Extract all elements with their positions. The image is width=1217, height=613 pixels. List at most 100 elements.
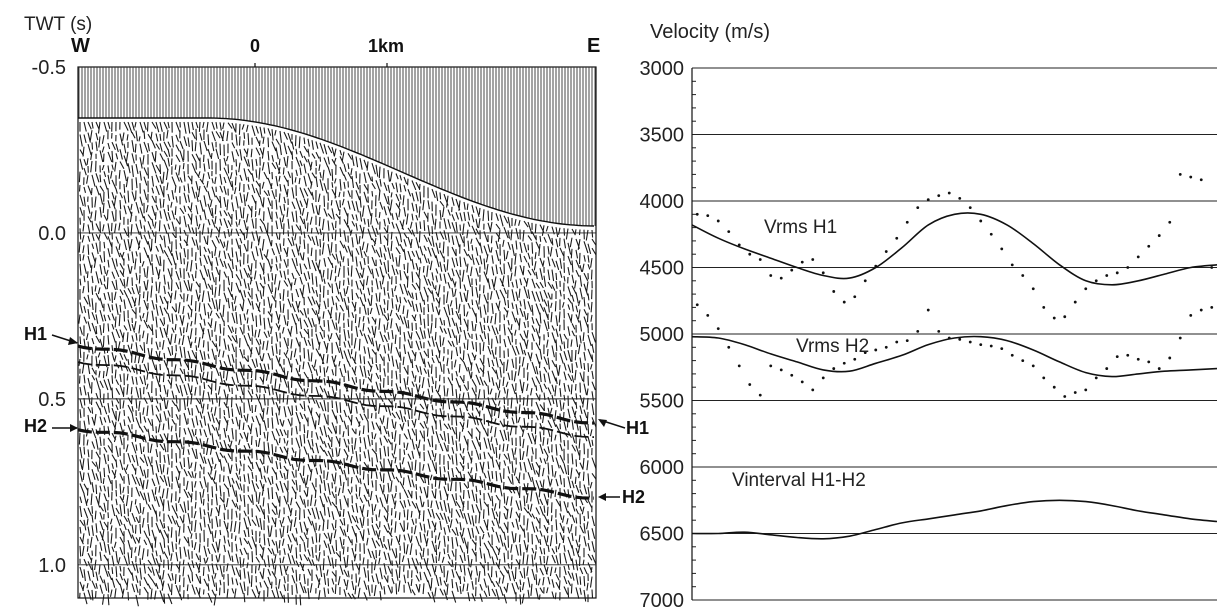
velocity-pick-point [727, 346, 730, 349]
velocity-pick-point [958, 197, 961, 200]
velocity-pick-point [1126, 354, 1129, 357]
velocity-pick-point [1200, 178, 1203, 181]
velocity-pick-point [885, 346, 888, 349]
velocity-pick-point [1000, 347, 1003, 350]
velocity-tick-label: 6500 [640, 524, 685, 546]
velocity-pick-point [780, 369, 783, 372]
velocity-pick-point [916, 206, 919, 209]
velocity-pick-point [696, 213, 699, 216]
velocity-pick-point [990, 345, 993, 348]
velocity-gridlines [692, 68, 1217, 600]
velocity-pick-point [1116, 271, 1119, 274]
velocity-tick-label: 3000 [640, 58, 685, 80]
velocity-pick-point [1095, 376, 1098, 379]
east-label: E [587, 35, 600, 57]
velocity-pick-point [1074, 391, 1077, 394]
velocity-pick-point [874, 349, 877, 352]
velocity-tick-label: 4000 [640, 191, 685, 213]
velocity-pick-point [790, 374, 793, 377]
velocity-pick-point [895, 341, 898, 344]
velocity-pick-point [790, 269, 793, 272]
twt-tick-label: 0.5 [38, 389, 66, 411]
velocity-pick-point [769, 365, 772, 368]
horizon-markers-left: H1 H2 [24, 324, 78, 436]
series-label-vrms-h2: Vrms H2 [796, 336, 869, 357]
velocity-pick-point [1021, 274, 1024, 277]
velocity-pick-point [853, 358, 856, 361]
velocity-pick-point [822, 271, 825, 274]
series-label-vrms-h1: Vrms H1 [764, 217, 837, 238]
velocity-pick-point [1021, 359, 1024, 362]
velocity-pick-point [1179, 173, 1182, 176]
velocity-pick-point [706, 214, 709, 217]
velocity-pick-point [1158, 234, 1161, 237]
velocity-pick-point [853, 295, 856, 298]
velocity-pick-point [759, 394, 762, 397]
velocity-pick-point [1116, 355, 1119, 358]
velocity-tick-label: 6000 [640, 457, 685, 479]
velocity-pick-point [1189, 176, 1192, 179]
velocity-pick-point [1063, 315, 1066, 318]
seismic-yaxis-label: TWT (s) [24, 14, 92, 35]
velocity-pick-point [906, 339, 909, 342]
velocity-pick-point [1179, 337, 1182, 340]
velocity-pick-point [843, 362, 846, 365]
velocity-pick-point [1137, 358, 1140, 361]
velocity-pick-point [1063, 395, 1066, 398]
velocity-pick-point [1011, 263, 1014, 266]
velocity-pick-point [1053, 386, 1056, 389]
series-line-vrms-h2 [692, 337, 1217, 377]
velocity-pick-point [748, 383, 751, 386]
velocity-pick-point [1095, 279, 1098, 282]
velocity-chart: Velocity (m/s) 3000350040004500500055006… [640, 21, 1217, 608]
velocity-pick-point [822, 376, 825, 379]
horizon-h2-right-label: H2 [622, 487, 645, 507]
arrowhead-icon [598, 493, 606, 501]
velocity-pick-point [1074, 301, 1077, 304]
velocity-pick-point [769, 274, 772, 277]
velocity-pick-point [937, 330, 940, 333]
velocity-pick-point [927, 309, 930, 312]
velocity-pick-point [696, 303, 699, 306]
velocity-tick-label: 4500 [640, 258, 685, 280]
velocity-pick-point [979, 343, 982, 346]
velocity-pick-point [969, 341, 972, 344]
velocity-pick-point [1084, 287, 1087, 290]
velocity-pick-point [1011, 354, 1014, 357]
velocity-pick-point [811, 388, 814, 391]
velocity-pick-point [958, 338, 961, 341]
seismic-panel: TWT (s) W E 0 1km -0.5 0.0 0.5 1.0 H1 H2 [24, 14, 649, 606]
velocity-pick-point [1084, 388, 1087, 391]
velocity-pick-point [1042, 376, 1045, 379]
horizon-h1-right-label: H1 [626, 418, 649, 438]
distance-tick-0-label: 0 [250, 36, 260, 56]
velocity-pick-point [1042, 306, 1045, 309]
velocity-yaxis-label: Velocity (m/s) [650, 21, 770, 43]
arrowhead-icon [68, 337, 78, 345]
velocity-pick-point [811, 258, 814, 261]
velocity-pick-point [979, 220, 982, 223]
velocity-pick-point [801, 261, 804, 264]
velocity-pick-point [706, 314, 709, 317]
velocity-pick-point [717, 327, 720, 330]
velocity-pick-point [1137, 255, 1140, 258]
velocity-pick-point [1168, 357, 1171, 360]
velocity-pick-point [1210, 306, 1213, 309]
velocity-pick-point [1168, 221, 1171, 224]
velocity-pick-point [748, 253, 751, 256]
velocity-pick-point [1147, 245, 1150, 248]
arrowhead-icon [598, 419, 607, 427]
velocity-pick-point [1126, 266, 1129, 269]
velocity-pick-point [843, 301, 846, 304]
velocity-pick-point [759, 258, 762, 261]
distance-tick-1km-label: 1km [368, 36, 404, 56]
horizon-h2-left-label: H2 [24, 416, 47, 436]
velocity-pick-point [895, 237, 898, 240]
velocity-pick-point [1032, 287, 1035, 290]
velocity-pick-point [832, 290, 835, 293]
velocity-pick-point [801, 380, 804, 383]
velocity-pick-point [727, 230, 730, 233]
velocity-pick-point [1200, 309, 1203, 312]
